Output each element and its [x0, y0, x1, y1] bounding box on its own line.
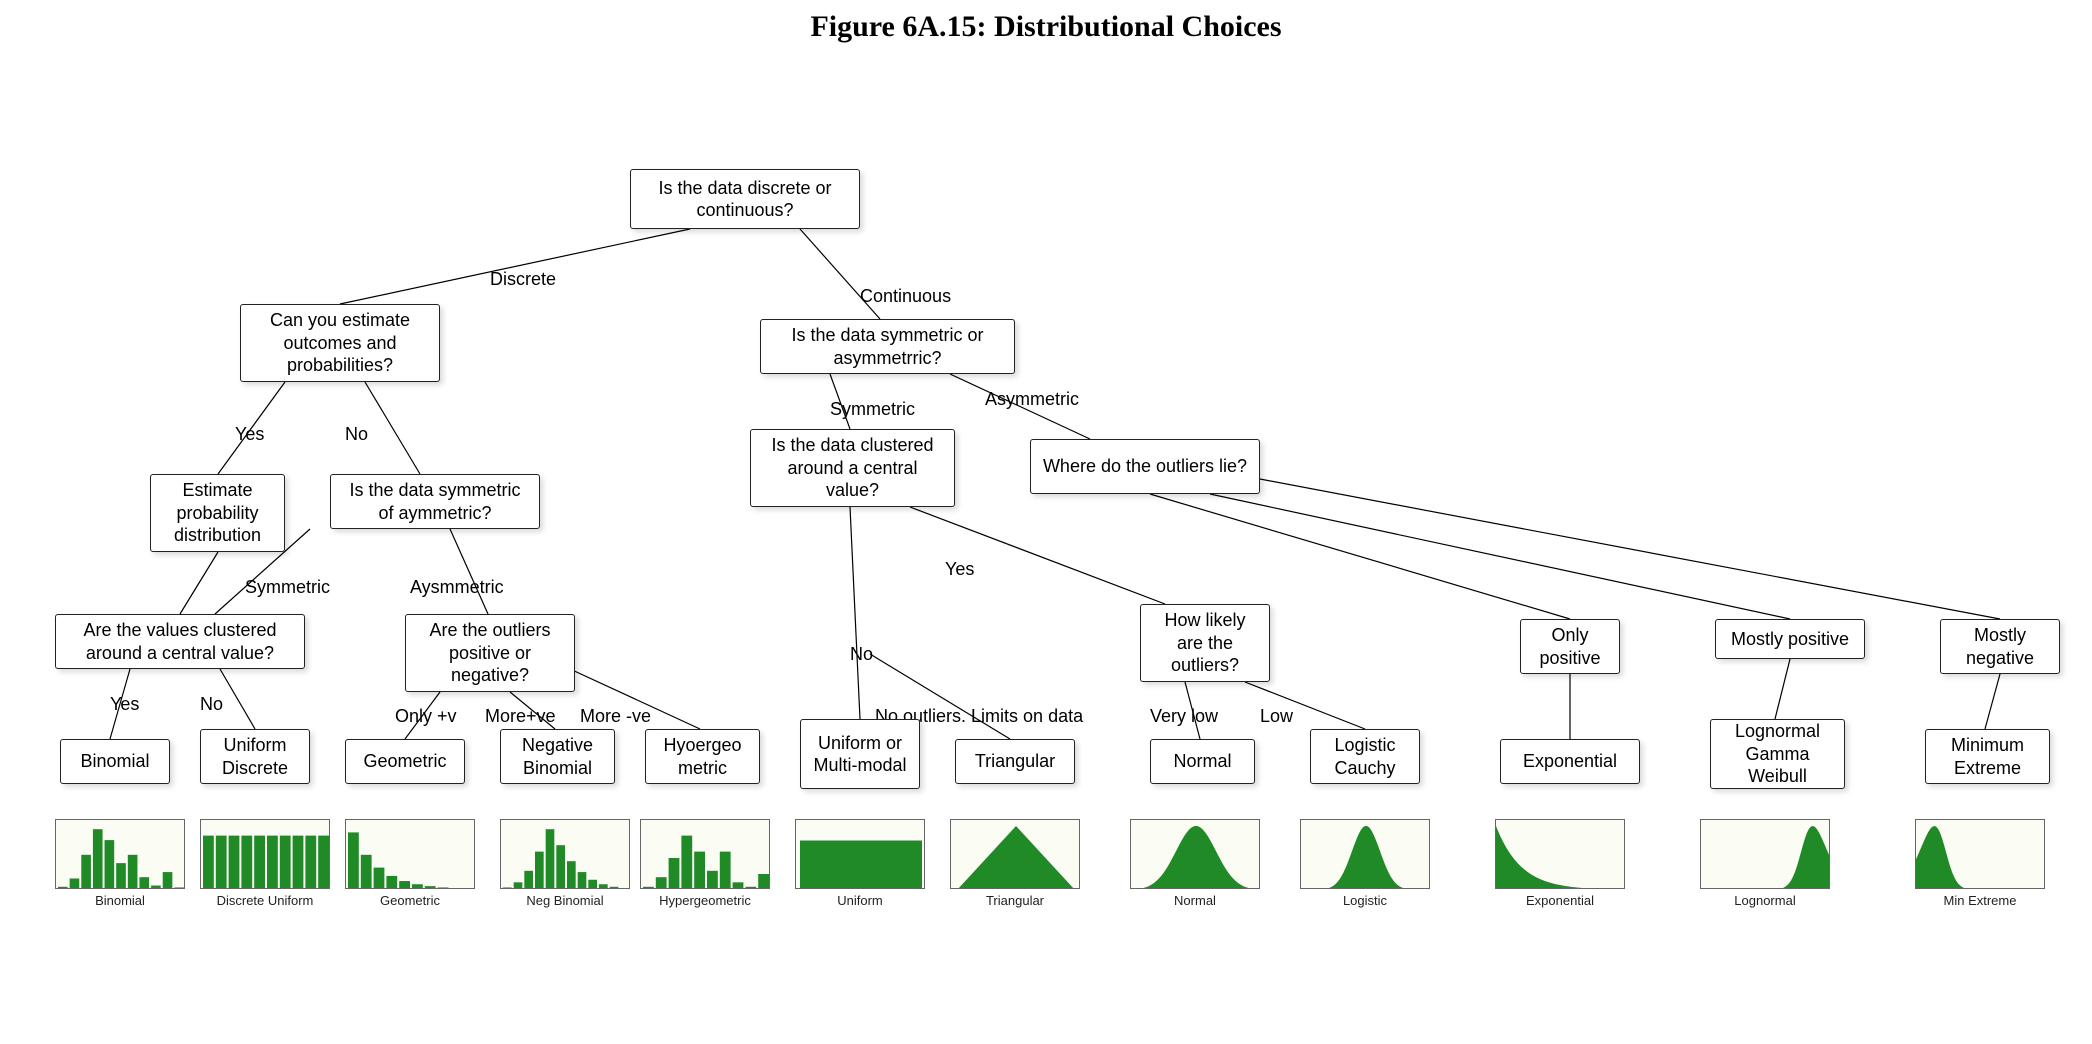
node-neg_bin: Negative Binomial [500, 729, 615, 784]
node-mostly_pos: Mostly positive [1715, 619, 1865, 659]
mini-disc_uniform: Discrete Uniform [200, 819, 330, 908]
mini-chart-hypergeo [640, 819, 770, 889]
mini-chart-uniform [795, 819, 925, 889]
mini-label-binomial: Binomial [55, 893, 185, 908]
mini-min_extreme: Min Extreme [1915, 819, 2045, 908]
mini-chart-min_extreme [1915, 819, 2045, 889]
edge-label: More+ve [485, 706, 556, 727]
mini-chart-disc_uniform [200, 819, 330, 889]
node-log_cauchy: Logistic Cauchy [1310, 729, 1420, 784]
mini-geometric: Geometric [345, 819, 475, 908]
mini-label-normal: Normal [1130, 893, 1260, 908]
node-lognormal: Lognormal Gamma Weibull [1710, 719, 1845, 789]
mini-label-neg_binomial: Neg Binomial [500, 893, 630, 908]
node-est_prob: Estimate probability distribution [150, 474, 285, 552]
edge-label: No [850, 644, 873, 665]
flowchart-canvas: Discrete Continuous Yes No Symmetric Asymmetr… [10, 74, 2082, 1034]
node-min_extreme: Minimum Extreme [1925, 729, 2050, 784]
mini-chart-lognormal [1700, 819, 1830, 889]
mini-normal: Normal [1130, 819, 1260, 908]
mini-label-exponential: Exponential [1495, 893, 1625, 908]
node-clustered_q: Are the values clustered around a centra… [55, 614, 305, 669]
mini-chart-geometric [345, 819, 475, 889]
edge-label: Asymmetric [985, 389, 1079, 410]
mini-label-hypergeo: Hypergeometric [640, 893, 770, 908]
edge-label: More -ve [580, 706, 651, 727]
node-mostly_neg: Mostly negative [1940, 619, 2060, 674]
node-outliers_q: Where do the outliers lie? [1030, 439, 1260, 494]
mini-chart-binomial [55, 819, 185, 889]
node-sym_central: Is the data clustered around a central v… [750, 429, 955, 507]
edge-label: No [200, 694, 223, 715]
mini-label-geometric: Geometric [345, 893, 475, 908]
mini-label-triangular: Triangular [950, 893, 1080, 908]
mini-hypergeo: Hypergeometric [640, 819, 770, 908]
mini-uniform: Uniform [795, 819, 925, 908]
node-only_pos: Only positive [1520, 619, 1620, 674]
edge-label: Only +v [395, 706, 457, 727]
node-unif_disc: Uniform Discrete [200, 729, 310, 784]
edge-label: Continuous [860, 286, 951, 307]
node-triangular: Triangular [955, 739, 1075, 784]
edge-label: Symmetric [830, 399, 915, 420]
edge-label: Yes [945, 559, 974, 580]
node-discrete_q: Can you estimate outcomes and probabilit… [240, 304, 440, 382]
node-outliers_pn: Are the outliers positive or negative? [405, 614, 575, 692]
mini-label-min_extreme: Min Extreme [1915, 893, 2045, 908]
node-hypergeo: Hyoergeo metric [645, 729, 760, 784]
node-normal: Normal [1150, 739, 1255, 784]
mini-chart-logistic [1300, 819, 1430, 889]
figure-title: Figure 6A.15: Distributional Choices [10, 10, 2082, 44]
node-geometric: Geometric [345, 739, 465, 784]
mini-logistic: Logistic [1300, 819, 1430, 908]
mini-label-uniform: Uniform [795, 893, 925, 908]
edge-label: Symmetric [245, 577, 330, 598]
node-how_likely: How likely are the outliers? [1140, 604, 1270, 682]
node-disc_sym_q: Is the data symmetric of aymmetric? [330, 474, 540, 529]
mini-chart-exponential [1495, 819, 1625, 889]
node-unif_multi: Uniform or Multi-modal [800, 719, 920, 789]
mini-label-logistic: Logistic [1300, 893, 1430, 908]
edge-label: Yes [235, 424, 264, 445]
mini-chart-neg_binomial [500, 819, 630, 889]
node-cont_q: Is the data symmetric or asymmetrric? [760, 319, 1015, 374]
node-exponential: Exponential [1500, 739, 1640, 784]
edge-label: Low [1260, 706, 1293, 727]
mini-triangular: Triangular [950, 819, 1080, 908]
mini-label-lognormal: Lognormal [1700, 893, 1830, 908]
mini-binomial: Binomial [55, 819, 185, 908]
mini-neg_binomial: Neg Binomial [500, 819, 630, 908]
edge-label: No [345, 424, 368, 445]
mini-lognormal: Lognormal [1700, 819, 1830, 908]
edge-label: Yes [110, 694, 139, 715]
edge-label: Very low [1150, 706, 1218, 727]
node-binomial: Binomial [60, 739, 170, 784]
node-root: Is the data discrete or continuous? [630, 169, 860, 229]
mini-chart-triangular [950, 819, 1080, 889]
edge-label: Aysmmetric [410, 577, 504, 598]
mini-exponential: Exponential [1495, 819, 1625, 908]
edge-label: Discrete [490, 269, 556, 290]
mini-label-disc_uniform: Discrete Uniform [200, 893, 330, 908]
mini-chart-normal [1130, 819, 1260, 889]
